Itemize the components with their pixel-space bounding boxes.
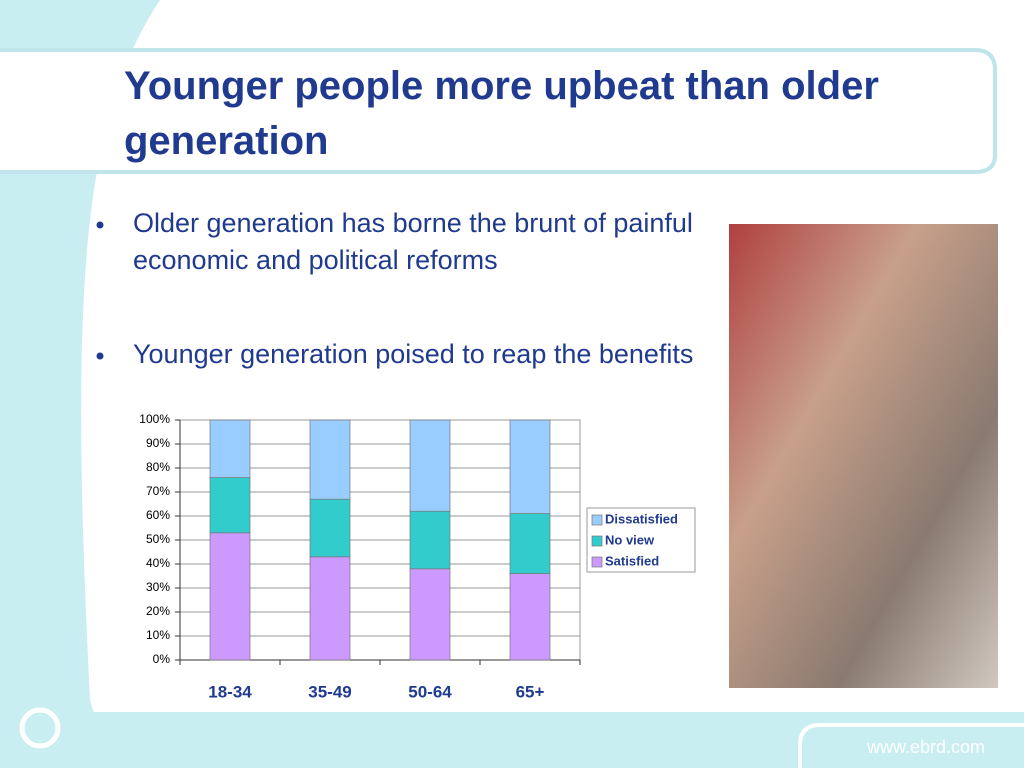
bullet-dot: [96, 352, 104, 360]
footer-box: [798, 723, 1024, 768]
background-shape: [0, 0, 160, 768]
bar-segment: [309, 419, 351, 500]
bullet-text: Younger generation poised to reap the be…: [133, 339, 693, 369]
x-tick-label: 65+: [516, 682, 545, 701]
x-tick-label: 50-64: [408, 682, 452, 701]
legend-label: Satisfied: [605, 553, 659, 568]
x-tick-label: 18-34: [208, 682, 252, 701]
y-tick-label: 0%: [153, 652, 171, 666]
y-tick-label: 70%: [146, 484, 170, 498]
y-tick-label: 40%: [146, 556, 170, 570]
y-tick-label: 60%: [146, 508, 170, 522]
legend-swatch: [591, 556, 603, 568]
bar-segment: [409, 510, 451, 570]
x-tick-label: 35-49: [308, 682, 351, 701]
bar-segment: [309, 498, 351, 558]
bar-segment: [209, 419, 251, 478]
y-tick-label: 80%: [146, 460, 170, 474]
legend-box: [586, 507, 696, 573]
y-tick-label: 30%: [146, 580, 170, 594]
bar-segment: [209, 477, 251, 534]
bar-segment: [509, 513, 551, 574]
title-box: [0, 48, 997, 174]
bar-segment: [309, 556, 351, 661]
legend-swatch: [591, 514, 603, 526]
legend-label: No view: [605, 532, 655, 547]
y-tick-label: 10%: [146, 628, 170, 642]
bar-segment: [209, 532, 251, 661]
legend-swatch: [591, 535, 603, 547]
legend-label: Dissatisfied: [605, 511, 678, 526]
bar-segment: [409, 568, 451, 661]
bullet-dot: [96, 221, 104, 229]
bullet-text: Older generation has borne the brunt of …: [133, 208, 693, 275]
photo: [729, 224, 998, 688]
bar-segment: [409, 419, 451, 512]
y-tick-label: 90%: [146, 436, 170, 450]
slide-title: Younger people more upbeat than older gen…: [124, 64, 879, 163]
y-tick-label: 100%: [139, 412, 170, 426]
bar-segment: [509, 419, 551, 514]
y-tick-label: 20%: [146, 604, 170, 618]
bar-segment: [509, 573, 551, 661]
y-tick-label: 50%: [146, 532, 170, 546]
footer-url: www.ebrd.com: [866, 737, 985, 757]
logo: [19, 707, 61, 749]
footer-band: [0, 712, 1024, 768]
